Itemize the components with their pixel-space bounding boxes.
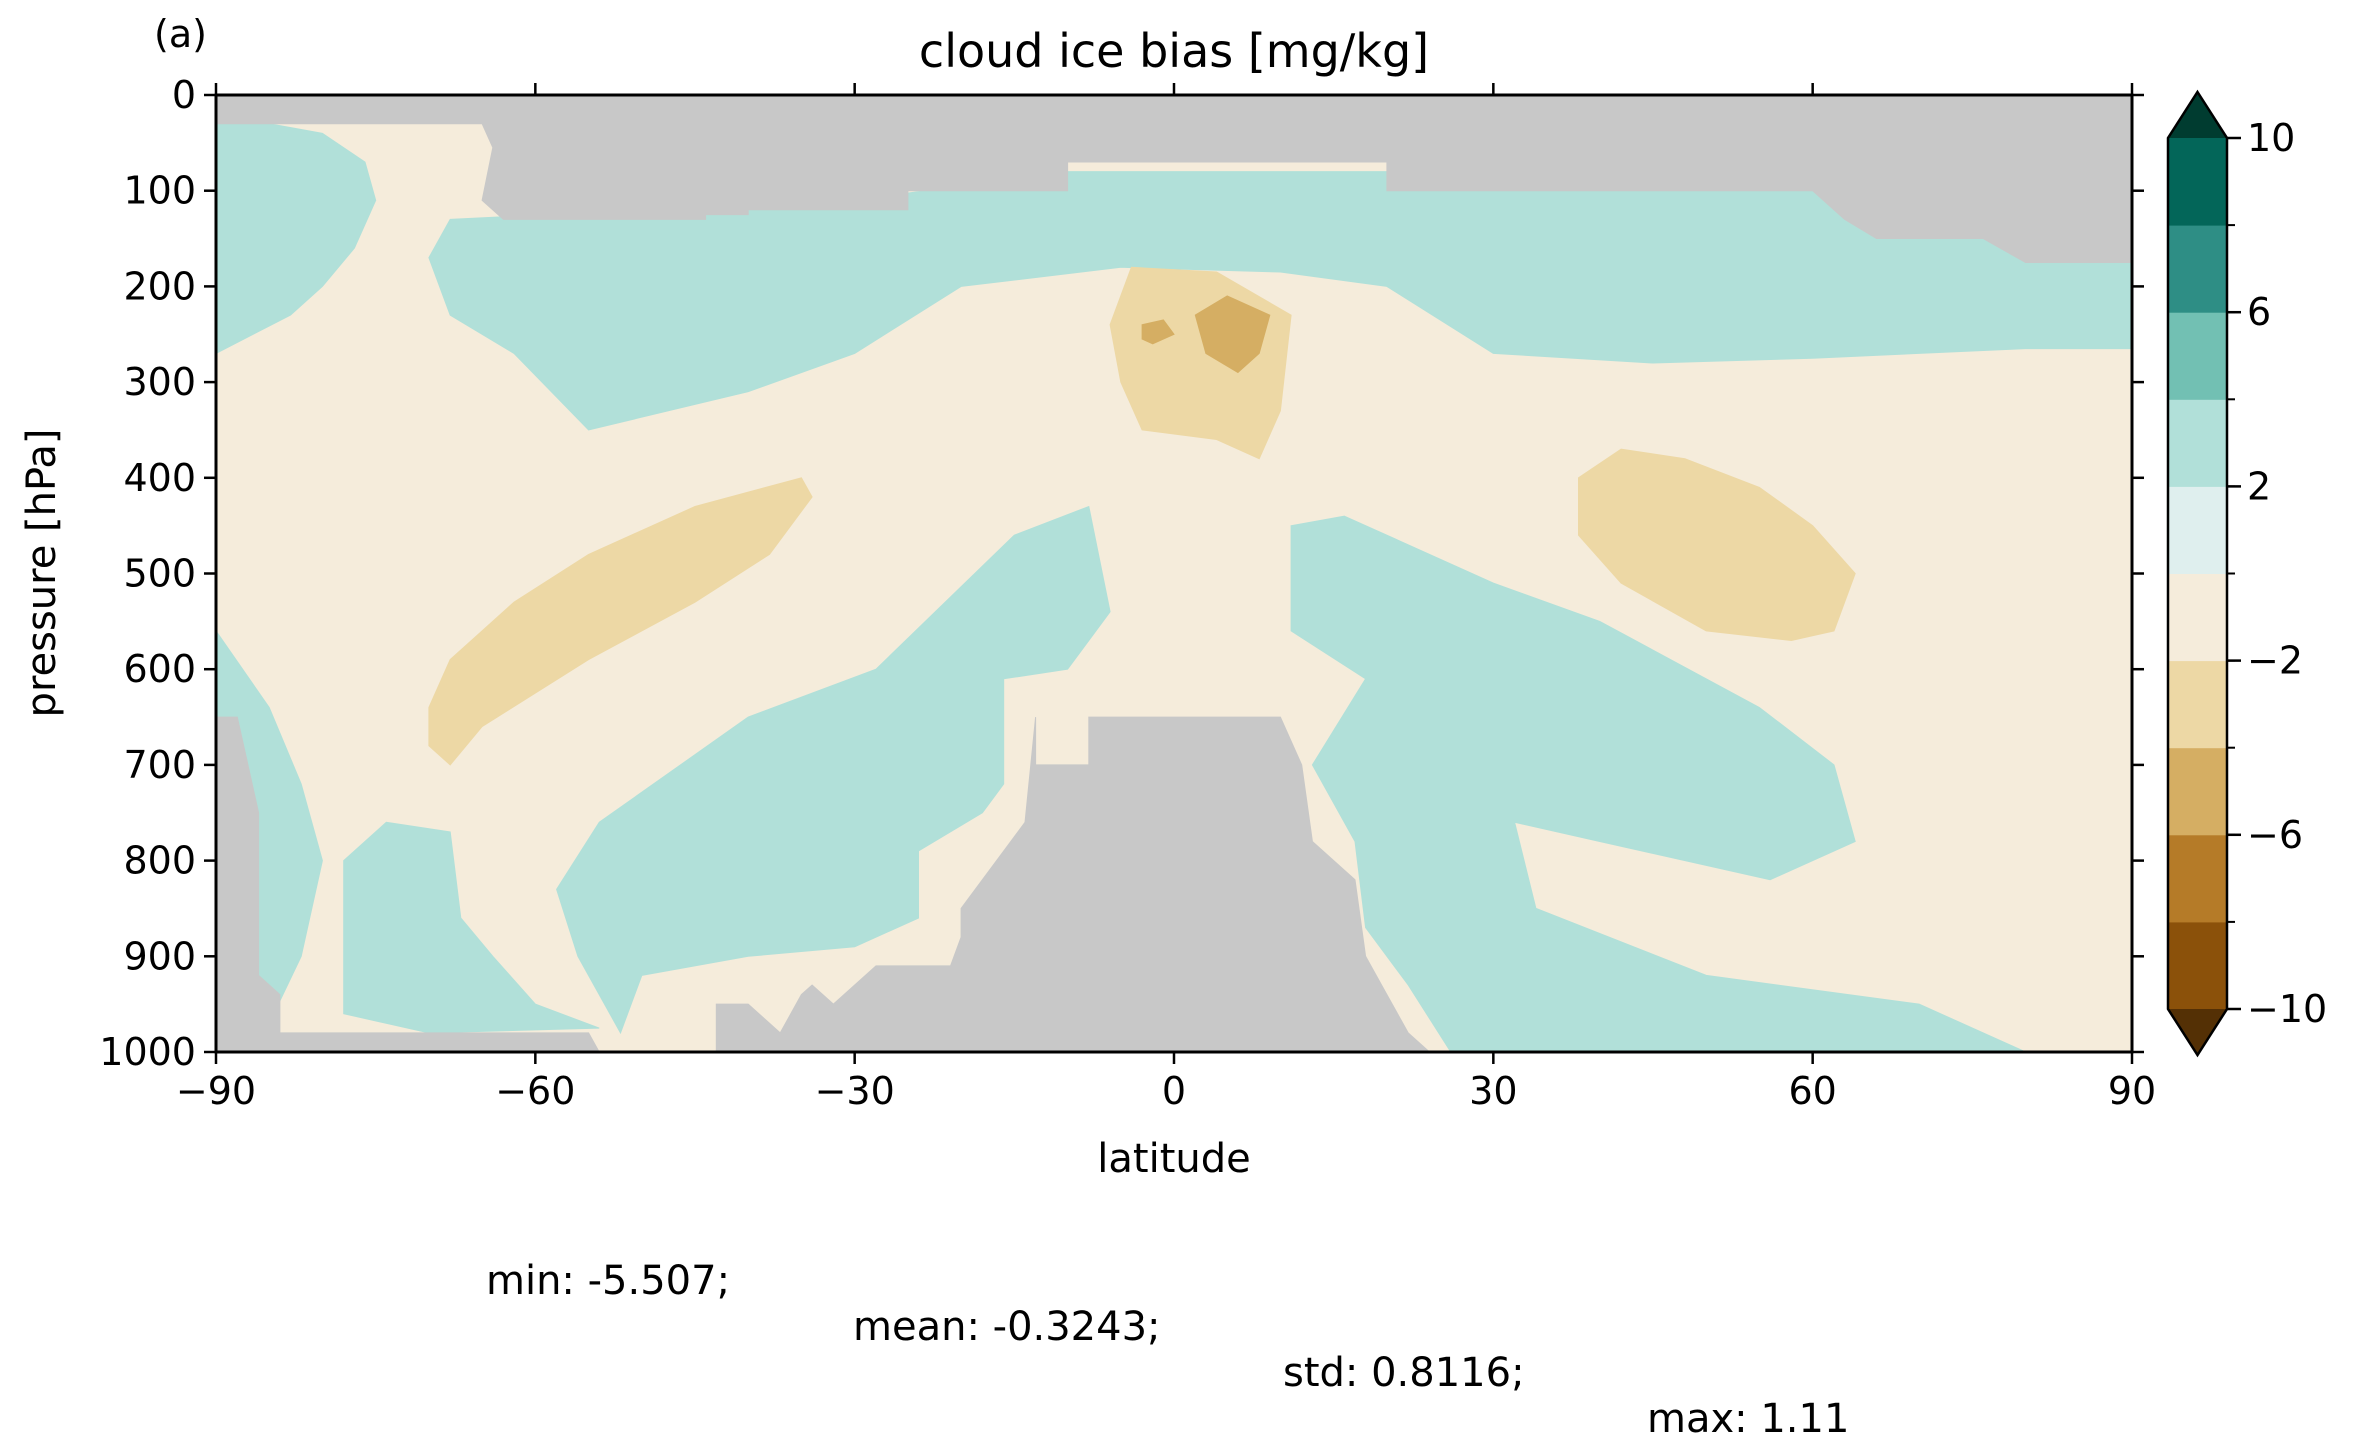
y-tick-label: 600: [123, 647, 196, 691]
x-axis-label: latitude: [1097, 1136, 1250, 1182]
contour-region-11: [1141, 319, 1175, 345]
colorbar-tick-label: −10: [2247, 987, 2327, 1031]
contour-region-10: [1194, 295, 1271, 374]
contour-regions: [215, 118, 2133, 1053]
contour-region-4: [343, 821, 600, 1034]
colorbar-tick-label: 6: [2247, 290, 2271, 334]
x-tick-label: 30: [1469, 1069, 1517, 1113]
missing-region-0: [215, 94, 2133, 263]
y-tick-label: 800: [123, 839, 196, 883]
contour-region-6: [1290, 515, 2026, 1053]
y-tick-label: 700: [123, 743, 196, 787]
y-tick-label: 200: [123, 264, 196, 308]
x-tick-label: −60: [495, 1069, 575, 1113]
panel-label: (a): [154, 12, 207, 56]
cloud-ice-bias-figure: −90 −60 −30 0 30 60 90010020030040050060070080…: [19, 12, 2327, 1182]
colorbar-segment: [2168, 747, 2227, 836]
colorbar-segment: [2168, 921, 2227, 1010]
y-tick-label: 400: [123, 456, 196, 500]
colorbar-segment: [2168, 486, 2227, 574]
colorbar-segment: [2168, 225, 2227, 313]
colorbar-segment: [2168, 399, 2227, 487]
contour-region-5: [556, 505, 1111, 1035]
chart-title: cloud ice bias [mg/kg]: [919, 24, 1429, 78]
colorbar-tick-label: −6: [2247, 813, 2303, 857]
contour-region-8: [1578, 448, 1856, 642]
x-tick-label: −30: [815, 1069, 895, 1113]
stat-min: min: -5.507;: [486, 1258, 731, 1304]
y-tick-label: 300: [123, 360, 196, 404]
contour-region-2: [428, 171, 2133, 431]
stat-max: max: 1.11: [1647, 1396, 1850, 1442]
colorbar-segment: [2168, 312, 2227, 400]
colorbar-segment: [2168, 660, 2227, 749]
colorbar-tick-label: 2: [2247, 464, 2271, 508]
colorbar-segment: [2168, 834, 2227, 923]
y-tick-label: 100: [123, 169, 196, 213]
colorbar-tick-label: −2: [2247, 639, 2303, 683]
stat-std: std: 0.8116;: [1283, 1350, 1525, 1396]
colorbar-segment: [2168, 573, 2227, 662]
y-axis-label: pressure [hPa]: [19, 429, 65, 718]
contour-region-7: [428, 477, 813, 766]
colorbar-segment: [2168, 138, 2227, 226]
colorbar-tick-label: 10: [2247, 116, 2295, 160]
axis-ticks: −90 −60 −30 0 30 60 90010020030040050060070080…: [99, 73, 2156, 1113]
colorbar-extend-low: [2168, 1009, 2227, 1055]
y-tick-label: 500: [123, 552, 196, 596]
x-tick-label: −90: [176, 1069, 256, 1113]
x-tick-label: 60: [1788, 1069, 1836, 1113]
y-tick-label: 1000: [99, 1030, 196, 1074]
contour-region-1: [215, 118, 377, 355]
x-tick-label: 0: [1162, 1069, 1186, 1113]
colorbar-extend-high: [2168, 92, 2227, 138]
y-tick-label: 900: [123, 934, 196, 978]
colorbar: 10 6 2 −2 −6 −10: [2166, 89, 2327, 1058]
stat-mean: mean: -0.3243;: [853, 1304, 1161, 1350]
x-tick-label: 90: [2108, 1069, 2156, 1113]
summary-statistics: min: -5.507; mean: -0.3243; std: 0.8116;…: [0, 1212, 1849, 1442]
y-tick-label: 0: [172, 73, 196, 117]
